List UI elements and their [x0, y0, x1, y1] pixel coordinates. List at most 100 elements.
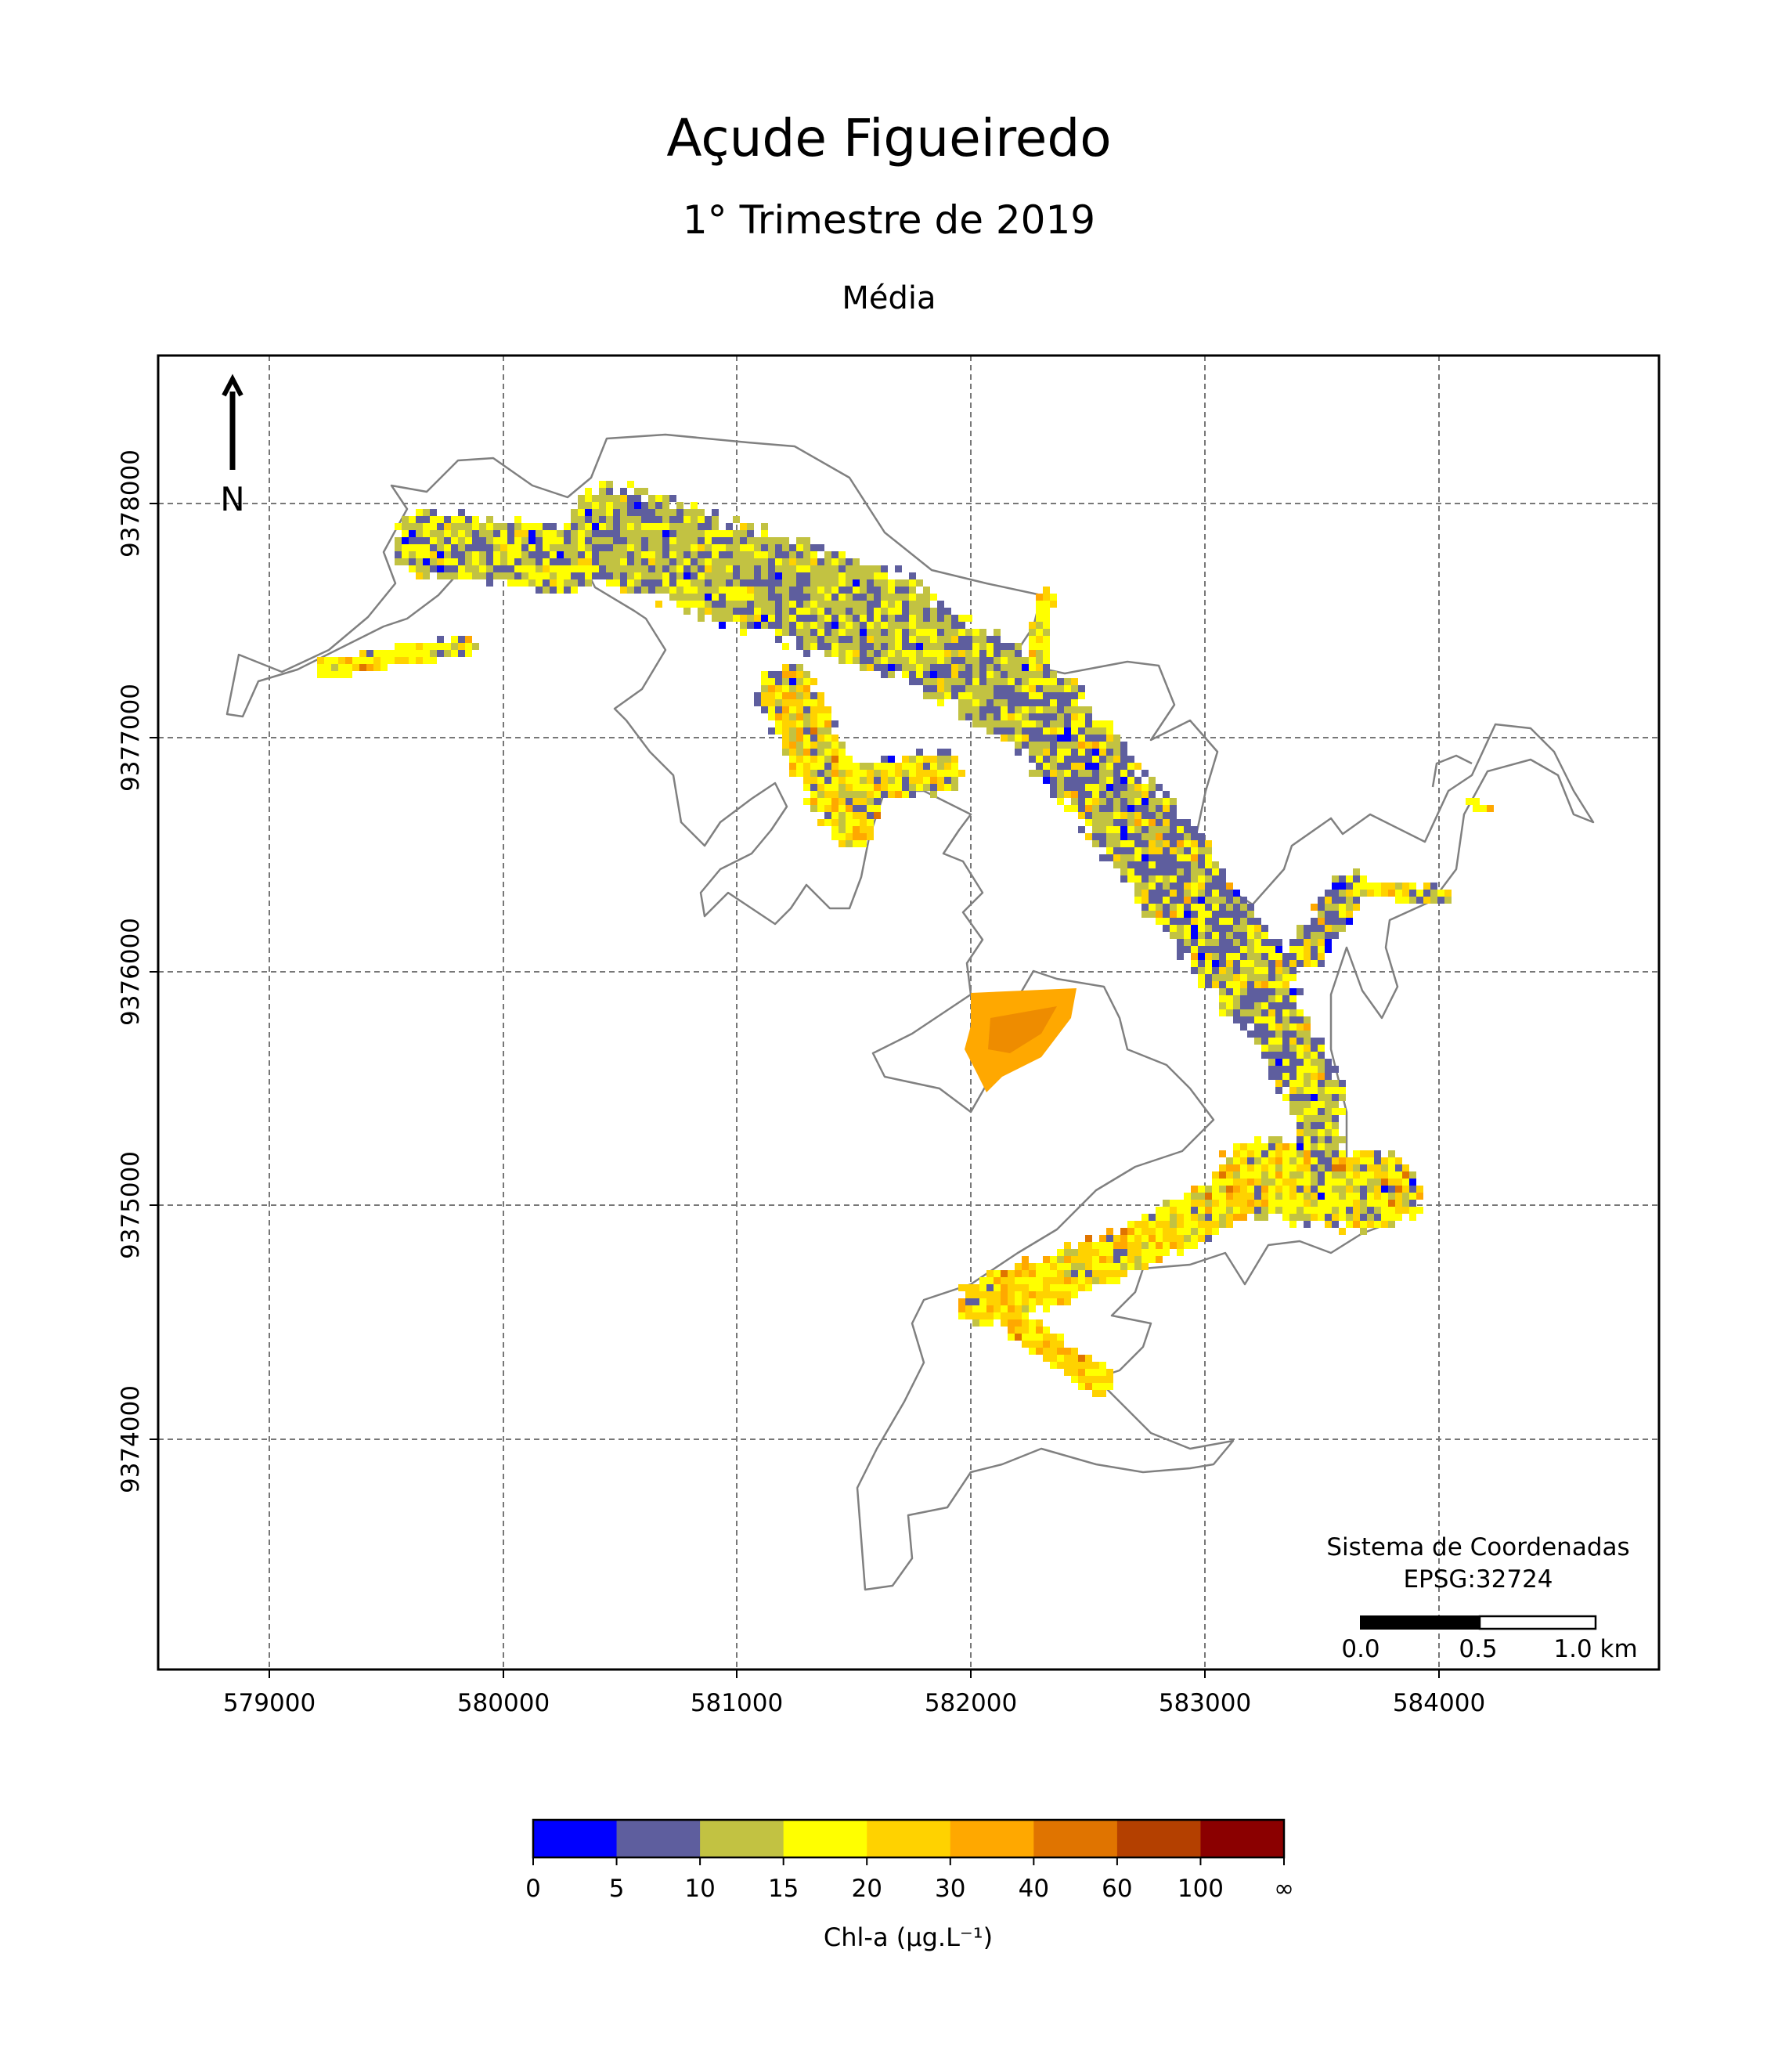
- raster-cell: [839, 579, 846, 587]
- raster-cell: [1092, 805, 1099, 812]
- raster-cell: [831, 833, 839, 840]
- raster-cell: [1304, 1179, 1311, 1186]
- raster-cell: [789, 579, 796, 587]
- raster-cell: [1156, 1242, 1163, 1249]
- raster-cell: [789, 629, 796, 636]
- raster-cell: [1325, 1143, 1332, 1150]
- raster-cell: [676, 537, 683, 544]
- raster-cell: [1085, 812, 1092, 819]
- raster-cell: [726, 537, 733, 544]
- raster-cell: [1198, 868, 1205, 875]
- raster-cell: [1064, 1284, 1071, 1291]
- raster-cell: [1141, 840, 1149, 847]
- raster-cell: [1388, 1186, 1395, 1193]
- raster-cell: [937, 650, 944, 657]
- raster-cell: [860, 622, 867, 629]
- raster-cell: [796, 537, 803, 544]
- raster-cell: [373, 664, 380, 671]
- raster-cell: [994, 629, 1001, 636]
- raster-cell: [1304, 1073, 1311, 1080]
- raster-cell: [1085, 713, 1092, 720]
- raster-cell: [1163, 890, 1170, 897]
- raster-cell: [1191, 854, 1198, 861]
- raster-cell: [846, 579, 853, 587]
- raster-cell: [634, 523, 641, 530]
- raster-cell: [846, 636, 853, 643]
- raster-cell: [1036, 608, 1043, 615]
- raster-cell: [1205, 840, 1212, 847]
- raster-cell: [1071, 742, 1078, 749]
- raster-cell: [916, 615, 923, 622]
- raster-cell: [1240, 1157, 1247, 1164]
- raster-cell: [839, 622, 846, 629]
- raster-cell: [676, 530, 683, 537]
- raster-cell: [1043, 643, 1050, 650]
- raster-cell: [1134, 1242, 1141, 1249]
- raster-cell: [831, 798, 839, 805]
- raster-cell: [1184, 1207, 1191, 1214]
- raster-cell: [733, 551, 740, 558]
- raster-cell: [853, 629, 860, 636]
- raster-cell: [1332, 1186, 1339, 1193]
- raster-cell: [620, 495, 627, 502]
- raster-cell: [965, 664, 972, 671]
- raster-cell: [1233, 1207, 1240, 1214]
- raster-cell: [1360, 1200, 1367, 1207]
- raster-cell: [1191, 1228, 1198, 1235]
- raster-cell: [994, 1305, 1001, 1312]
- raster-cell: [1198, 890, 1205, 897]
- raster-cell: [620, 544, 627, 551]
- raster-cell: [986, 643, 994, 650]
- raster-cell: [1205, 1235, 1212, 1242]
- raster-cell: [479, 565, 486, 572]
- raster-cell: [1261, 995, 1268, 1002]
- raster-cell: [1092, 1242, 1099, 1249]
- raster-cell: [1219, 890, 1226, 897]
- raster-cell: [1029, 622, 1036, 629]
- raster-cell: [1057, 770, 1064, 777]
- raster-cell: [761, 692, 768, 699]
- raster-cell: [831, 819, 839, 826]
- raster-cell: [578, 558, 585, 565]
- raster-cell: [958, 636, 965, 643]
- raster-cell: [437, 643, 444, 650]
- raster-cell: [1022, 671, 1029, 678]
- raster-cell: [824, 713, 831, 720]
- raster-cell: [507, 572, 514, 579]
- raster-cell: [1297, 1087, 1304, 1094]
- raster-cell: [1212, 883, 1219, 890]
- raster-cell: [641, 488, 648, 495]
- raster-cell: [1050, 685, 1057, 692]
- raster-cell: [1113, 1277, 1120, 1284]
- raster-cell: [1325, 911, 1332, 918]
- raster-cell: [768, 594, 775, 601]
- raster-cell: [1134, 883, 1141, 890]
- raster-cell: [782, 706, 789, 713]
- raster-cell: [1050, 1291, 1057, 1298]
- raster-cell: [1149, 847, 1156, 854]
- raster-cell: [1029, 1348, 1036, 1355]
- raster-cell: [423, 537, 430, 544]
- raster-cell: [493, 558, 500, 565]
- raster-cell: [1233, 1150, 1240, 1157]
- raster-cell: [1071, 706, 1078, 713]
- raster-cell: [1078, 812, 1085, 819]
- raster-cell: [691, 530, 698, 537]
- raster-cell: [1085, 791, 1092, 798]
- raster-cell: [1134, 833, 1141, 840]
- raster-cell: [1141, 890, 1149, 897]
- raster-patch-dark-orange: [988, 1006, 1057, 1053]
- raster-cell: [1205, 960, 1212, 967]
- raster-cell: [1008, 1319, 1015, 1327]
- raster-cell: [1332, 911, 1339, 918]
- raster-cell: [444, 516, 451, 523]
- raster-cell: [1085, 1270, 1092, 1277]
- raster-cell: [423, 558, 430, 565]
- raster-cell: [972, 1298, 979, 1305]
- raster-cell: [846, 784, 853, 791]
- raster-cell: [1043, 1298, 1050, 1305]
- raster-cell: [1198, 897, 1205, 904]
- raster-cell: [507, 551, 514, 558]
- raster-cell: [1057, 763, 1064, 770]
- raster-cell: [1325, 1080, 1332, 1087]
